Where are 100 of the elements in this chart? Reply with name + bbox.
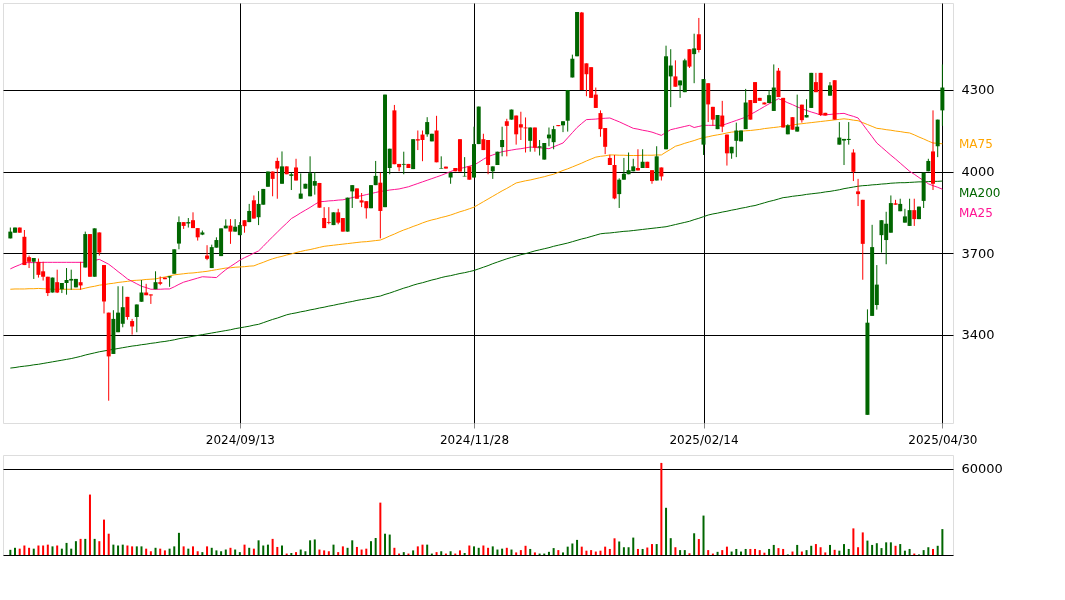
candlestick — [205, 244, 210, 261]
bar — [243, 544, 246, 555]
bar — [74, 541, 77, 555]
candlestick — [724, 134, 729, 167]
bar — [131, 546, 134, 555]
bar — [857, 547, 860, 555]
candlestick — [692, 33, 697, 84]
bar — [327, 551, 330, 555]
bar — [229, 547, 232, 555]
bar — [768, 548, 771, 555]
bar — [580, 546, 583, 555]
candlestick — [856, 178, 861, 207]
candlestick — [176, 215, 181, 250]
bar — [374, 538, 377, 555]
bar — [14, 547, 17, 555]
candlestick — [734, 122, 739, 158]
candlestick — [36, 258, 41, 279]
bar — [93, 538, 96, 555]
bar — [529, 548, 532, 555]
bar — [346, 547, 349, 555]
bar — [42, 545, 45, 555]
candlestick — [270, 171, 275, 197]
bar — [280, 545, 283, 555]
bar — [627, 547, 630, 555]
bar — [88, 494, 91, 555]
bar — [365, 548, 368, 555]
bar — [159, 548, 162, 555]
bar — [557, 550, 560, 555]
bar — [655, 544, 658, 555]
candlestick — [879, 219, 884, 254]
bar — [379, 502, 382, 555]
candlestick — [425, 116, 430, 138]
candlestick — [275, 157, 280, 200]
candlestick — [851, 148, 856, 182]
y-tick-label: 3700 — [961, 245, 995, 261]
bar — [936, 545, 939, 555]
bar — [449, 551, 452, 555]
bar — [266, 544, 269, 555]
candlestick — [64, 267, 69, 296]
bar — [744, 548, 747, 555]
bar — [32, 548, 35, 555]
bar — [468, 545, 471, 555]
bar — [412, 550, 415, 555]
bar — [889, 542, 892, 555]
candlestick — [279, 150, 284, 185]
candlestick — [518, 111, 523, 141]
bar — [421, 544, 424, 555]
candlestick — [130, 318, 135, 336]
candlestick — [397, 163, 402, 172]
x-tick-label: 2024/11/28 — [439, 432, 510, 447]
bar — [908, 548, 911, 555]
bar — [84, 538, 87, 555]
candlestick — [191, 211, 195, 229]
candlestick — [621, 157, 626, 181]
bar — [707, 550, 710, 555]
bar — [566, 546, 569, 555]
bar — [262, 545, 265, 555]
x-tick-label: 2025/04/30 — [908, 432, 978, 447]
bar — [894, 545, 897, 555]
candlestick — [439, 155, 444, 170]
candlestick — [673, 59, 678, 88]
bar — [702, 515, 705, 555]
bar — [604, 546, 607, 555]
bar — [313, 539, 316, 555]
bar — [23, 545, 26, 555]
bar — [524, 545, 527, 555]
candlestick — [256, 190, 261, 226]
bar — [206, 546, 209, 555]
bar — [501, 548, 504, 555]
bar — [852, 528, 855, 555]
bar — [941, 529, 944, 555]
bar — [426, 544, 429, 555]
bar — [487, 547, 490, 555]
bar — [880, 548, 883, 555]
x-tick-label: 2024/09/13 — [205, 432, 275, 447]
candlestick — [78, 261, 83, 291]
candlestick — [134, 303, 139, 333]
bar — [149, 551, 152, 555]
bar — [552, 548, 555, 555]
bar — [145, 548, 148, 555]
bar — [355, 546, 358, 555]
bar — [636, 548, 639, 555]
bar — [749, 548, 752, 555]
y-tick-label: 60000 — [961, 461, 1003, 477]
bar — [660, 462, 663, 555]
bar — [547, 551, 550, 555]
candlestick — [415, 130, 420, 151]
bar — [304, 551, 307, 555]
bar — [117, 545, 120, 555]
bar — [819, 547, 822, 555]
bar — [435, 552, 438, 555]
bar — [135, 546, 138, 555]
bar — [182, 546, 185, 555]
bar — [754, 548, 757, 555]
bar — [177, 532, 180, 555]
bar — [505, 547, 508, 555]
candlestick — [139, 279, 144, 303]
bar — [875, 543, 878, 555]
candlestick — [706, 82, 711, 123]
bar — [65, 542, 68, 555]
